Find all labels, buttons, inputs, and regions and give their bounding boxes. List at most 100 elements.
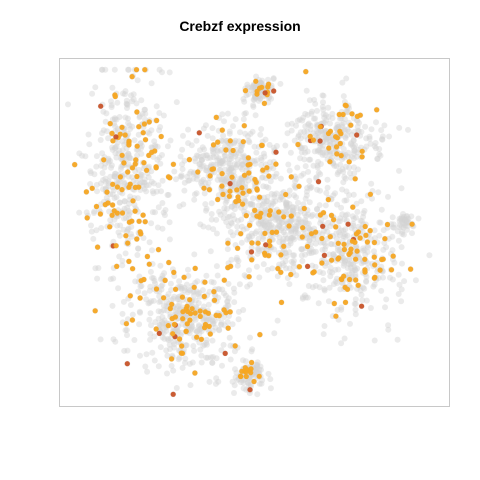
cell-point <box>317 149 324 156</box>
expression-point <box>359 148 365 154</box>
cell-point <box>310 249 317 256</box>
cell-point <box>89 90 96 97</box>
expression-point <box>334 135 340 141</box>
cell-point <box>302 149 308 156</box>
cell-point <box>351 300 358 307</box>
cell-point <box>365 260 371 267</box>
cell-point <box>198 352 205 359</box>
cell-point <box>289 204 296 211</box>
cell-point <box>142 106 148 113</box>
cell-point <box>199 156 206 163</box>
cell-point <box>258 174 265 181</box>
expression-point <box>288 213 294 219</box>
cell-point <box>260 221 266 228</box>
cell-point <box>209 359 216 366</box>
expression-point <box>129 317 135 323</box>
cell-point <box>288 258 295 265</box>
cell-point <box>119 257 126 264</box>
cell-point <box>109 302 116 309</box>
cell-point <box>254 250 261 257</box>
cell-point <box>164 192 171 198</box>
cell-point <box>282 142 289 149</box>
cell-point <box>272 212 279 219</box>
cell-point <box>152 280 159 287</box>
cell-point <box>254 391 261 398</box>
cell-point <box>125 208 132 214</box>
cell-point <box>194 328 201 335</box>
expression-point <box>109 130 115 136</box>
cell-point <box>363 278 370 285</box>
cell-point <box>319 103 326 110</box>
cell-point <box>298 149 305 156</box>
cell-point <box>304 232 310 239</box>
expression-point <box>198 336 204 342</box>
cell-point <box>277 194 284 201</box>
cell-point <box>283 253 290 260</box>
expression-point <box>254 186 260 192</box>
cell-point <box>151 357 158 364</box>
cell-point <box>255 245 262 252</box>
high-expression-point <box>222 350 228 356</box>
cell-point <box>370 283 377 290</box>
cell-point <box>342 212 349 219</box>
cell-point <box>354 265 361 272</box>
cell-point <box>265 370 272 377</box>
cell-point <box>340 93 347 100</box>
cell-point <box>303 192 310 199</box>
expression-point <box>253 78 259 84</box>
cell-point <box>121 141 128 148</box>
cell-point <box>228 203 235 210</box>
cell-point <box>307 156 314 163</box>
cell-point <box>269 199 276 205</box>
cell-point <box>123 215 129 222</box>
cell-point <box>396 124 403 131</box>
expression-point <box>165 323 171 329</box>
cell-point <box>167 311 174 318</box>
cell-point <box>215 192 222 199</box>
cell-point <box>358 128 365 135</box>
cell-point <box>323 189 330 196</box>
cell-point <box>354 117 361 124</box>
cell-point <box>240 307 247 313</box>
expression-point <box>371 254 377 260</box>
expression-point <box>380 256 386 262</box>
cell-point <box>228 256 235 263</box>
cell-point <box>105 180 112 187</box>
high-expression-point <box>315 179 322 185</box>
cell-point <box>161 335 168 342</box>
cell-point <box>129 123 136 130</box>
cell-point <box>219 158 226 165</box>
expression-point <box>227 188 233 194</box>
expression-point <box>162 277 168 283</box>
cell-point <box>293 223 300 230</box>
cell-point <box>129 174 136 181</box>
cell-point <box>178 172 185 179</box>
cell-point <box>260 261 267 268</box>
cell-point <box>337 161 344 168</box>
cell-point <box>343 197 350 204</box>
cell-point <box>358 198 365 205</box>
cell-point <box>377 152 384 159</box>
cell-point <box>112 144 119 151</box>
cell-point <box>138 150 145 157</box>
expression-point <box>197 313 203 319</box>
cell-point <box>339 254 346 261</box>
expression-point <box>134 173 140 180</box>
cell-point <box>109 116 116 123</box>
cell-point <box>291 137 298 144</box>
cell-point <box>150 297 157 304</box>
cell-point <box>367 305 374 311</box>
cell-point <box>241 208 248 215</box>
expression-point <box>408 266 414 272</box>
cell-point <box>266 141 273 148</box>
cell-point <box>155 363 162 370</box>
cell-point <box>142 363 149 370</box>
cell-point <box>108 98 114 105</box>
expression-point <box>153 165 159 171</box>
cell-point <box>188 142 195 149</box>
cell-point <box>133 100 140 107</box>
cell-point <box>140 235 147 241</box>
cell-point <box>302 219 309 226</box>
cell-point <box>178 283 185 290</box>
cell-point <box>91 208 98 215</box>
